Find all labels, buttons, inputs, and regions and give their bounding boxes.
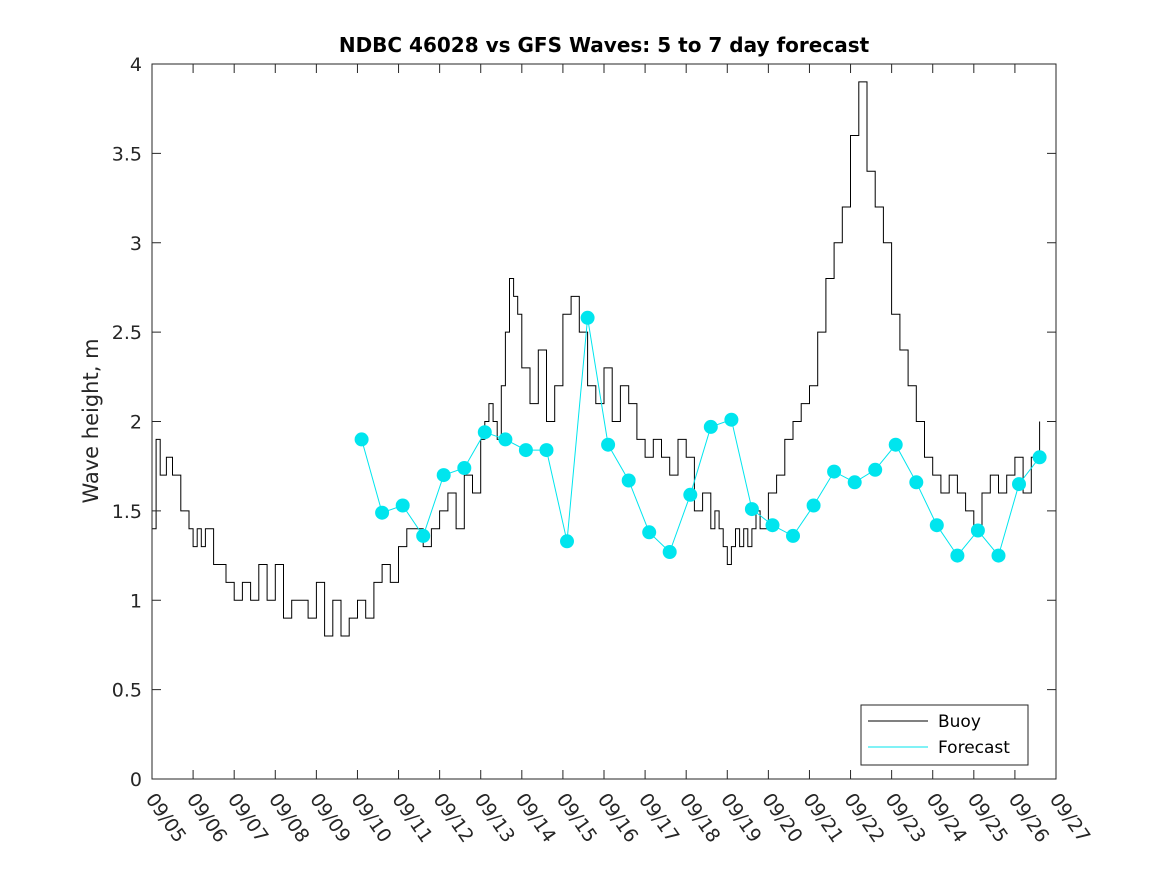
forecast-point [744, 502, 759, 517]
y-axis: 0 0.5 1 1.5 2 2.5 3 3.5 4 [112, 54, 1056, 791]
forecast-point [929, 518, 944, 533]
series-layer [152, 81, 1041, 637]
forecast-point [354, 432, 369, 447]
forecast-point [601, 437, 616, 452]
forecast-point [662, 545, 677, 559]
marker-layer [354, 310, 1047, 563]
forecast-point [950, 548, 965, 563]
legend-label-forecast: Forecast [938, 738, 1010, 758]
series-line-forecast [361, 317, 1040, 557]
forecast-point [457, 461, 472, 475]
forecast-point [1032, 450, 1047, 465]
y-tick-label: 4 [130, 54, 142, 76]
forecast-point [1012, 477, 1026, 492]
forecast-point [765, 518, 780, 533]
y-tick-label: 2 [130, 412, 142, 434]
forecast-point [888, 437, 903, 452]
forecast-point [416, 528, 431, 543]
y-tick-label: 1 [130, 590, 142, 612]
forecast-point [724, 412, 739, 427]
forecast-point [498, 432, 513, 447]
forecast-point [970, 523, 985, 538]
forecast-point [909, 475, 924, 490]
forecast-point [477, 425, 492, 440]
forecast-point [560, 534, 574, 549]
y-axis-label: Wave height, m [79, 338, 103, 503]
forecast-point [786, 528, 800, 543]
forecast-point [806, 498, 821, 513]
legend-box [860, 704, 1029, 766]
y-tick-label: 3.5 [112, 143, 142, 165]
forecast-point [683, 487, 698, 502]
legend-label-buoy: Buoy [938, 712, 981, 732]
y-tick-label: 0 [130, 769, 142, 791]
forecast-point [375, 505, 390, 520]
y-tick-label: 0.5 [112, 680, 142, 702]
forecast-point [868, 462, 883, 477]
forecast-point [580, 310, 595, 325]
forecast-point [539, 443, 554, 458]
forecast-point [827, 464, 842, 479]
forecast-point [621, 473, 636, 488]
chart-title: NDBC 46028 vs GFS Waves: 5 to 7 day fore… [339, 33, 870, 57]
legend: Buoy Forecast [860, 704, 1029, 766]
forecast-point [847, 475, 862, 490]
y-tick-label: 1.5 [112, 501, 142, 523]
forecast-point [703, 419, 718, 434]
forecast-point [436, 468, 451, 483]
series-line-buoy [152, 81, 1041, 637]
forecast-point [518, 443, 533, 458]
forecast-point [395, 498, 410, 513]
forecast-point [642, 525, 657, 540]
y-tick-label: 2.5 [112, 322, 142, 344]
forecast-point [991, 548, 1006, 563]
y-tick-label: 3 [130, 233, 142, 255]
